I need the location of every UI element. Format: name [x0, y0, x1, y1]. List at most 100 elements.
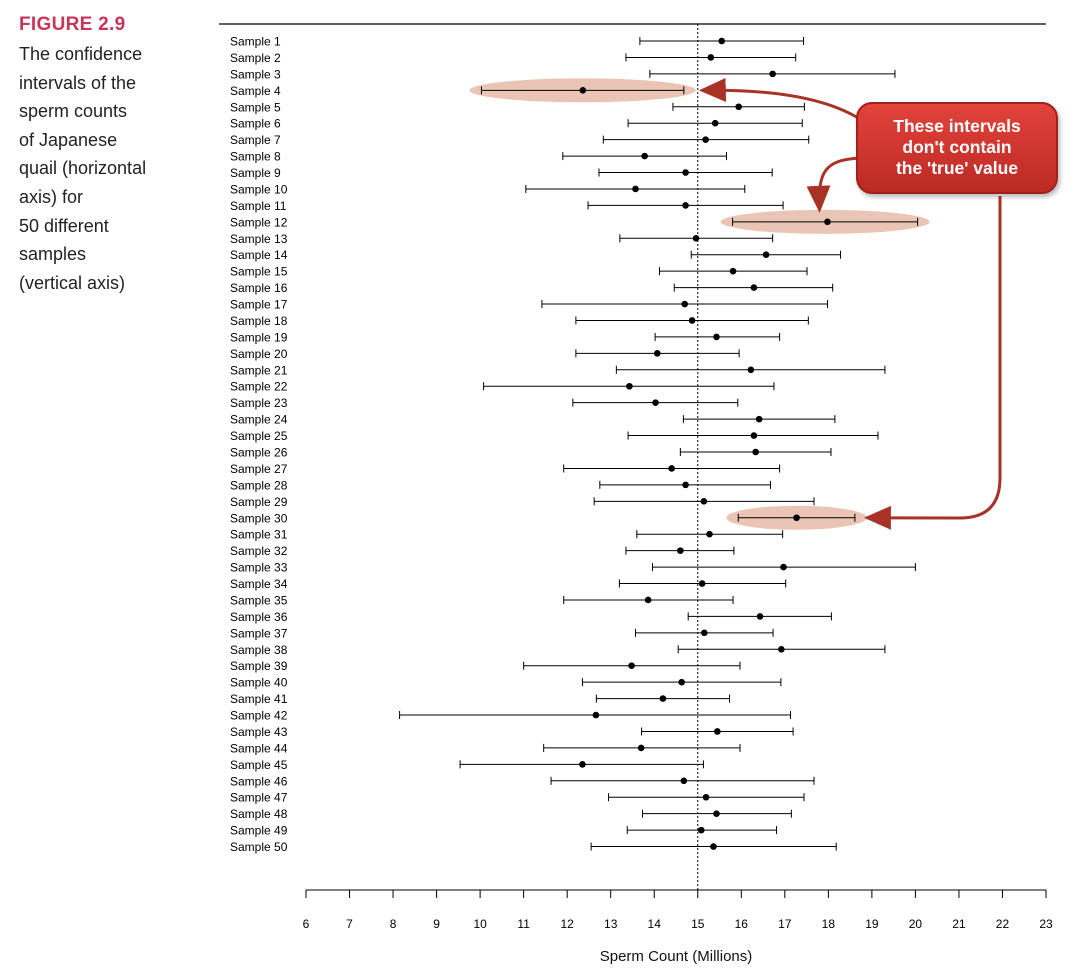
sample-label: Sample 39 — [230, 659, 288, 673]
mean-point — [579, 87, 587, 94]
sample-label: Sample 21 — [230, 363, 288, 377]
sample-label: Sample 33 — [230, 561, 288, 575]
mean-point — [652, 399, 659, 406]
mean-point — [755, 415, 763, 423]
mean-point — [718, 37, 726, 45]
mean-point — [688, 317, 696, 324]
mean-point — [697, 826, 705, 834]
mean-point — [579, 761, 586, 768]
mean-point — [698, 580, 706, 587]
callout-arrows — [698, 77, 1002, 530]
sample-label: Sample 35 — [230, 593, 288, 607]
x-tick-label: 13 — [604, 917, 618, 931]
arrow-to-sample-12 — [806, 156, 861, 213]
sample-label: Sample 40 — [230, 676, 288, 690]
mean-point — [626, 382, 633, 390]
sample-label: Sample 7 — [230, 133, 281, 147]
sample-label: Sample 4 — [230, 84, 281, 98]
sample-label: Sample 8 — [230, 150, 281, 164]
sample-label: Sample 28 — [230, 478, 288, 492]
sample-label: Sample 43 — [230, 725, 288, 739]
x-axis-label: Sperm Count (Millions) — [600, 948, 753, 965]
sample-label: Sample 19 — [230, 330, 288, 344]
mean-point — [702, 136, 709, 143]
sample-label: Sample 13 — [230, 232, 288, 246]
sample-label: Sample 34 — [230, 577, 288, 591]
caption-line: samples — [19, 244, 87, 265]
caption-line: (vertical axis) — [19, 272, 126, 293]
callout-box: These intervals don't contain the 'true'… — [856, 102, 1058, 194]
mean-point — [659, 695, 667, 702]
mean-point — [710, 843, 717, 850]
mean-point — [707, 54, 715, 61]
caption-line: The confidence — [19, 44, 143, 64]
sample-label: Sample 41 — [230, 692, 288, 706]
mean-point — [706, 530, 713, 538]
caption-line: of Japanese — [19, 129, 118, 150]
mean-point — [735, 103, 742, 111]
x-tick-label: 15 — [691, 917, 705, 931]
mean-point — [592, 711, 600, 719]
mean-point — [750, 284, 758, 291]
mean-point — [678, 678, 685, 686]
mean-point — [752, 448, 759, 456]
sample-label: Sample 42 — [230, 709, 288, 723]
x-tick-label: 17 — [778, 917, 792, 931]
arrow-to-sample-4 — [698, 77, 864, 123]
mean-point — [702, 793, 710, 801]
x-tick-label: 6 — [303, 917, 310, 931]
mean-point — [632, 185, 639, 193]
sample-label: Sample 44 — [230, 741, 288, 755]
mean-point — [714, 728, 721, 735]
sample-label: Sample 26 — [230, 446, 288, 460]
sample-label: Sample 45 — [230, 758, 288, 772]
caption-line: axis) for — [19, 186, 84, 207]
caption-line: quail (horizontal — [19, 158, 147, 179]
sample-label: Sample 3 — [230, 67, 281, 81]
figure-caption: FIGURE 2.9 The confidence intervals of t… — [19, 14, 179, 297]
mean-point — [682, 202, 689, 209]
mean-point — [780, 563, 787, 571]
mean-point — [762, 251, 770, 259]
sample-label: Sample 37 — [230, 626, 288, 640]
x-axis: 6 7 8 9 10 11 12 13 14 15 16 17 18 19 20 21 22 23 — [303, 889, 1053, 931]
sample-label: Sample 25 — [230, 429, 288, 443]
arrow-to-sample-30 — [863, 196, 1002, 530]
mean-point — [756, 613, 764, 620]
x-tick-label: 20 — [909, 917, 923, 931]
sample-label: Sample 31 — [230, 528, 288, 542]
sample-label: Sample 29 — [230, 495, 288, 509]
mean-point — [641, 152, 648, 160]
sample-label: Sample 46 — [230, 774, 288, 788]
mean-point — [680, 777, 688, 785]
x-tick-label: 14 — [648, 917, 662, 931]
x-tick-label: 16 — [735, 917, 749, 931]
sample-label: Sample 27 — [230, 462, 288, 476]
x-tick-label: 8 — [390, 917, 397, 931]
sample-label: Sample 14 — [230, 248, 288, 262]
mean-point — [769, 70, 776, 78]
sample-label: Sample 9 — [230, 166, 281, 180]
mean-point — [668, 465, 675, 472]
sample-label: Sample 11 — [230, 199, 287, 213]
sample-label: Sample 2 — [230, 51, 281, 65]
mean-point — [677, 547, 684, 554]
mean-point — [793, 514, 800, 522]
x-tick-label: 11 — [517, 917, 530, 931]
sample-label: Sample 23 — [230, 396, 288, 410]
mean-point — [637, 744, 645, 752]
callout-line: the 'true' value — [895, 158, 1019, 178]
mean-point — [750, 432, 758, 439]
mean-point — [778, 645, 785, 653]
caption-line: intervals of the — [19, 72, 137, 93]
x-tick-label: 23 — [1039, 917, 1053, 931]
caption-line: 50 different — [19, 215, 109, 236]
sample-label: Sample 50 — [230, 840, 288, 854]
sample-label: Sample 49 — [230, 824, 288, 838]
x-tick-label: 9 — [433, 917, 440, 931]
mean-point — [682, 481, 689, 489]
sample-label: Sample 18 — [230, 314, 288, 328]
sample-label: Sample 22 — [230, 380, 288, 394]
mean-point — [681, 300, 689, 308]
